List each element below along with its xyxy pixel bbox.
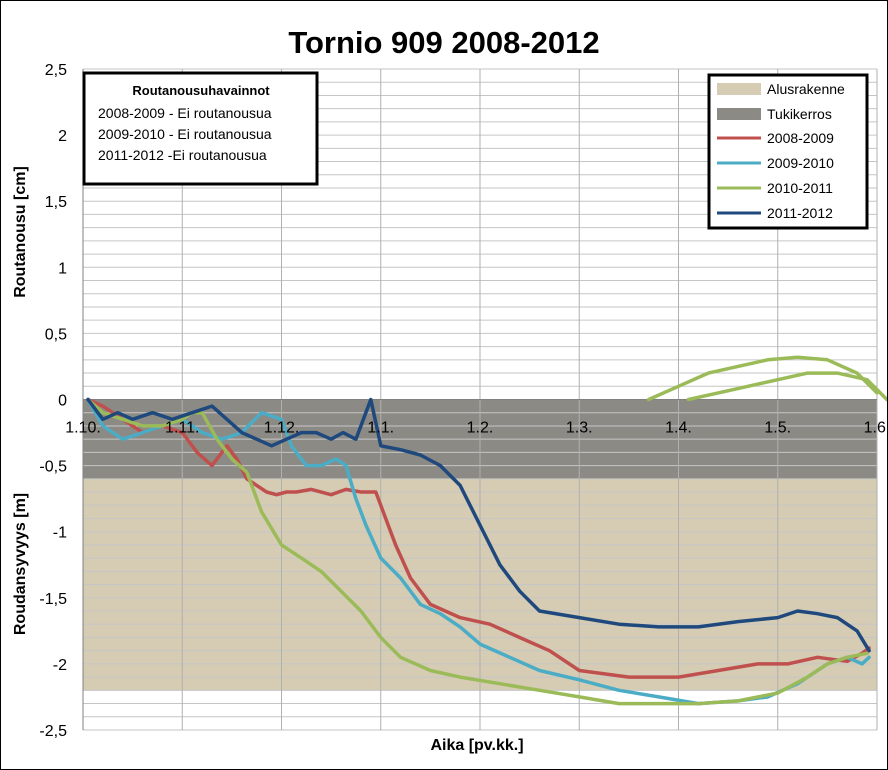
y-tick-label: -1,5 [39, 591, 67, 608]
x-tick-label: 1.5. [764, 420, 791, 437]
y-tick-label: 1,5 [45, 194, 67, 211]
y-axis-label-lower: Roudansyvyys [m] [12, 493, 29, 635]
series-line [86, 397, 871, 679]
annotation-title: Routanousuhavainnot [132, 83, 270, 98]
legend-label: 2010-2011 [767, 180, 833, 196]
annotation-line: 2009-2010 - Ei routanousua [98, 126, 272, 142]
legend-label: 2009-2010 [767, 155, 834, 171]
series-line [86, 397, 869, 706]
legend-swatch-alusrakenne [717, 83, 761, 95]
annotation-box: Routanousuhavainnot 2008-2009 - Ei routa… [82, 71, 319, 186]
series-line [86, 397, 871, 653]
y-tick-label: 2,5 [45, 62, 67, 79]
y-tick-label: 1 [58, 260, 67, 277]
annotation-line: 2008-2009 - Ei routanousua [98, 105, 272, 121]
y-tick-label: 0 [58, 393, 67, 410]
y-tick-label: -1 [53, 525, 67, 542]
x-tick-label: 1.11. [165, 420, 199, 437]
y-tick-labels: 2,5 2 1,5 1 0,5 0 -0,5 -1 -1,5 -2 -2,5 [39, 62, 67, 740]
legend-label: 2008-2009 [767, 130, 834, 146]
y-tick-label: 2 [58, 128, 67, 145]
legend-label: Alusrakenne [767, 81, 845, 97]
y-tick-label: 0,5 [45, 326, 67, 343]
chart-title: Tornio 909 2008-2012 [288, 25, 599, 60]
legend: Alusrakenne Tukikerros 2008-2009 2009-20… [707, 73, 869, 230]
series-line [686, 371, 887, 402]
x-tick-label: 1.6. [864, 420, 887, 437]
series-lines [86, 355, 887, 706]
x-tick-label: 1.4. [665, 420, 692, 437]
x-tick-label: 1.1. [367, 420, 394, 437]
annotation-line: 2011-2012 -Ei routanousua [98, 147, 267, 163]
y-tick-label: -0,5 [39, 459, 67, 476]
x-tick-label: 1.2. [467, 420, 494, 437]
y-axis-label-upper: Routanousu [cm] [12, 166, 29, 298]
x-tick-label: 1.12. [264, 420, 300, 437]
legend-swatch-tukikerros [717, 108, 761, 120]
x-axis-label: Aika [pv.kk.] [430, 737, 523, 754]
legend-label: Tukikerros [767, 106, 832, 122]
y-tick-label: -2 [53, 657, 67, 674]
series-line [646, 355, 879, 402]
legend-label: 2011-2012 [767, 205, 833, 221]
x-tick-label: 1.10. [65, 420, 101, 437]
x-tick-labels: 1.10. 1.11. 1.12. 1.1. 1.2. 1.3. 1.4. 1.5. 1.6. [65, 420, 887, 437]
y-tick-label: -2,5 [39, 723, 67, 740]
x-tick-label: 1.3. [566, 420, 593, 437]
